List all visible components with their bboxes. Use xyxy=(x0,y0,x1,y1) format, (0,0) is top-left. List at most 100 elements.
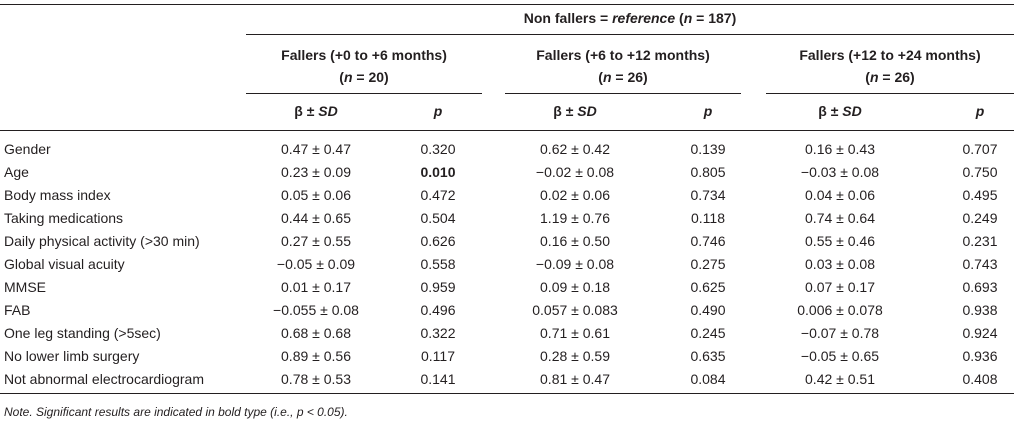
p-cell: 0.734 xyxy=(690,187,726,203)
beta-cell: 0.23 ± 0.09 xyxy=(281,164,351,180)
p-cell: 0.472 xyxy=(420,187,456,203)
beta-cell: 0.16 ± 0.50 xyxy=(540,233,610,249)
p-cell: 0.938 xyxy=(962,302,998,318)
top-rule xyxy=(0,4,1014,5)
p-cell: 0.245 xyxy=(690,325,726,341)
beta-cell: 0.62 ± 0.42 xyxy=(540,141,610,157)
row-label: One leg standing (>5sec) xyxy=(4,325,161,341)
beta-cell: 1.19 ± 0.76 xyxy=(540,210,610,226)
p-cell: 0.139 xyxy=(690,141,726,157)
beta-cell: −0.07 ± 0.78 xyxy=(800,325,880,341)
group-n-2: (n = 26) xyxy=(598,69,648,85)
beta-cell: −0.055 ± 0.08 xyxy=(273,302,359,318)
p-cell: 0.118 xyxy=(691,210,725,226)
table-row: Global visual acuity −0.05 ± 0.09 0.558 … xyxy=(0,256,1014,279)
reference-header-prefix: Non fallers = xyxy=(523,10,613,26)
group-n-3: (n = 26) xyxy=(865,69,915,85)
group-rule-2 xyxy=(505,93,741,94)
beta-cell: 0.89 ± 0.56 xyxy=(281,348,351,364)
p-cell: 0.495 xyxy=(962,187,998,203)
table-row: Not abnormal electrocardiogram 0.78 ± 0.… xyxy=(0,371,1014,394)
p-cell: 0.635 xyxy=(690,348,726,364)
row-label: Daily physical activity (>30 min) xyxy=(4,233,200,249)
reference-n-value: = 187) xyxy=(692,10,737,26)
p-cell: 0.707 xyxy=(962,141,998,157)
row-label: Global visual acuity xyxy=(4,256,125,272)
beta-cell: 0.01 ± 0.17 xyxy=(281,279,351,295)
col-header-beta-2: β ± SD xyxy=(553,103,597,119)
p-cell-significant: 0.010 xyxy=(420,164,456,180)
group-title-2: Fallers (+6 to +12 months) xyxy=(536,47,710,63)
table-note: Note. Significant results are indicated … xyxy=(4,405,348,419)
group-n-1: (n = 20) xyxy=(339,69,389,85)
table-row: Daily physical activity (>30 min) 0.27 ±… xyxy=(0,233,1014,256)
beta-cell: 0.55 ± 0.46 xyxy=(805,233,875,249)
group-header-3: Fallers (+12 to +24 months) (n = 26) xyxy=(766,44,1014,88)
group-header-2: Fallers (+6 to +12 months) (n = 26) xyxy=(505,44,741,88)
row-label: No lower limb surgery xyxy=(4,348,140,364)
beta-cell: 0.03 ± 0.08 xyxy=(805,256,875,272)
group-rule-1 xyxy=(246,93,482,94)
beta-cell: 0.47 ± 0.47 xyxy=(281,141,351,157)
p-cell: 0.322 xyxy=(420,325,456,341)
beta-cell: 0.78 ± 0.53 xyxy=(281,371,351,387)
beta-cell: 0.42 ± 0.51 xyxy=(805,371,875,387)
reference-rule xyxy=(246,34,1014,35)
p-cell: 0.231 xyxy=(962,233,998,249)
row-label: MMSE xyxy=(4,279,46,295)
beta-cell: 0.27 ± 0.55 xyxy=(281,233,351,249)
col-header-p-3: p xyxy=(975,103,985,119)
p-cell: 0.746 xyxy=(690,233,726,249)
beta-cell: 0.28 ± 0.59 xyxy=(540,348,610,364)
beta-cell: 0.16 ± 0.43 xyxy=(805,141,875,157)
p-cell: 0.693 xyxy=(962,279,998,295)
p-cell: 0.626 xyxy=(420,233,456,249)
beta-cell: 0.81 ± 0.47 xyxy=(540,371,610,387)
row-label: Body mass index xyxy=(4,187,111,203)
p-cell: 0.805 xyxy=(690,164,726,180)
header-bottom-rule xyxy=(0,130,1014,131)
p-cell: 0.141 xyxy=(420,371,456,387)
p-cell: 0.743 xyxy=(962,256,998,272)
beta-cell: −0.02 ± 0.08 xyxy=(535,164,615,180)
table-row: No lower limb surgery 0.89 ± 0.56 0.117 … xyxy=(0,348,1014,371)
beta-cell: −0.05 ± 0.65 xyxy=(800,348,880,364)
beta-cell: 0.04 ± 0.06 xyxy=(805,187,875,203)
p-cell: 0.320 xyxy=(420,141,456,157)
p-cell: 0.504 xyxy=(420,210,456,226)
reference-header: Non fallers = reference (n = 187) xyxy=(246,10,1014,26)
beta-cell: −0.03 ± 0.08 xyxy=(800,164,880,180)
reference-open-paren: ( xyxy=(675,10,684,26)
p-cell: 0.496 xyxy=(420,302,456,318)
row-label: Not abnormal electrocardiogram xyxy=(4,371,204,387)
table-row: Age 0.23 ± 0.09 0.010 −0.02 ± 0.08 0.805… xyxy=(0,164,1014,187)
p-cell: 0.408 xyxy=(962,371,998,387)
p-cell: 0.117 xyxy=(421,348,455,364)
p-cell: 0.936 xyxy=(962,348,998,364)
beta-cell: 0.44 ± 0.65 xyxy=(281,210,351,226)
col-header-beta-1: β ± SD xyxy=(294,103,338,119)
beta-cell: 0.057 ± 0.083 xyxy=(532,302,618,318)
table-row: Taking medications 0.44 ± 0.65 0.504 1.1… xyxy=(0,210,1014,233)
group-title-1: Fallers (+0 to +6 months) xyxy=(281,47,447,63)
col-header-p-2: p xyxy=(703,103,713,119)
col-header-p-1: p xyxy=(433,103,443,119)
table-row: FAB −0.055 ± 0.08 0.496 0.057 ± 0.083 0.… xyxy=(0,302,1014,325)
table-row: MMSE 0.01 ± 0.17 0.959 0.09 ± 0.18 0.625… xyxy=(0,279,1014,302)
p-cell: 0.084 xyxy=(690,371,726,387)
row-label: Age xyxy=(4,164,29,180)
beta-cell: 0.68 ± 0.68 xyxy=(281,325,351,341)
table-row: Gender 0.47 ± 0.47 0.320 0.62 ± 0.42 0.1… xyxy=(0,141,1014,164)
row-label: Gender xyxy=(4,141,51,157)
group-header-1: Fallers (+0 to +6 months) (n = 20) xyxy=(246,44,482,88)
group-rule-3 xyxy=(766,93,1014,94)
reference-word: reference xyxy=(612,10,676,26)
beta-cell: −0.09 ± 0.08 xyxy=(535,256,615,272)
group-title-3: Fallers (+12 to +24 months) xyxy=(799,47,981,63)
p-cell: 0.750 xyxy=(962,164,998,180)
p-cell: 0.959 xyxy=(420,279,456,295)
p-cell: 0.924 xyxy=(962,325,998,341)
col-header-beta-3: β ± SD xyxy=(818,103,862,119)
p-cell: 0.558 xyxy=(420,256,456,272)
beta-cell: 0.07 ± 0.17 xyxy=(805,279,875,295)
